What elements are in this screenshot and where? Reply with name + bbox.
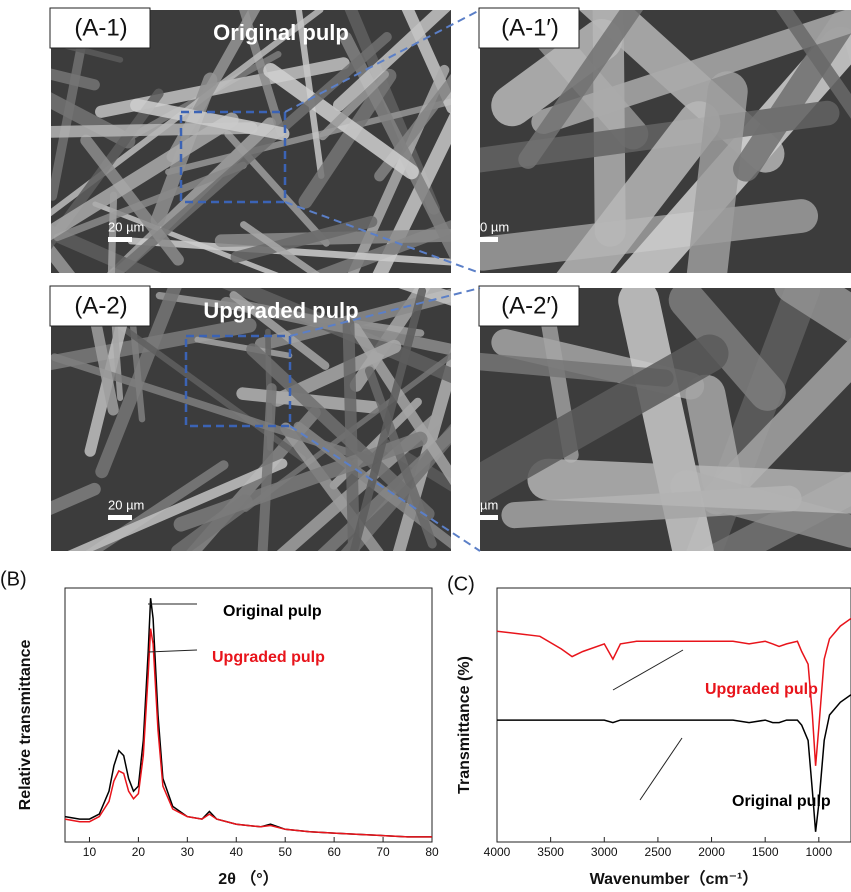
x-axis-label: 2θ （°） [218,870,278,888]
y-axis-label: Relative transmittance [17,640,34,811]
panel-label: (A-1′) [501,14,559,41]
panel-title: Original pulp [213,20,349,45]
scale-bar-label: µm [480,497,498,512]
series-label: Upgraded pulp [212,649,325,666]
figure: (A-1) Original pulp 20 µm (A-1′) 0 µm (A-2) Up… [0,0,851,892]
x-tick-label: 3000 [591,845,618,859]
x-tick-label: 2000 [698,845,725,859]
scale-bar [474,515,498,520]
x-tick-label: 3500 [537,845,564,859]
panel-label: (A-1) [74,14,127,41]
scale-bar-label: 0 µm [480,219,509,234]
series-label: Original pulp [732,793,831,810]
panel-label: (B) [0,568,27,590]
panel-label: (A-2) [74,292,127,319]
x-tick-label: 2500 [645,845,672,859]
scale-bar-label: 20 µm [108,497,144,512]
panel-label: (C) [447,573,475,595]
x-tick-label: 10 [83,845,97,859]
scale-bar [474,237,498,242]
x-tick-label: 70 [376,845,390,859]
series-label: Original pulp [223,603,322,620]
panel-title: Upgraded pulp [203,298,358,323]
x-tick-label: 4000 [484,845,511,859]
y-axis-label: Transmittance (%) [456,656,473,794]
annotation-arrow [640,738,682,800]
x-tick-label: 60 [327,845,341,859]
series-label: Upgraded pulp [705,681,818,698]
scale-bar [108,515,132,520]
fiber [704,91,728,303]
fiber [348,324,356,664]
scale-bar-label: 20 µm [108,219,144,234]
x-tick-label: 40 [230,845,244,859]
fiber [45,128,252,132]
x-tick-label: 1000 [805,845,832,859]
x-tick-label: 30 [181,845,195,859]
panel-label: (A-2′) [501,292,559,319]
plot-frame [65,588,432,842]
x-tick-label: 1500 [752,845,779,859]
fiber [548,479,851,494]
series-line [65,598,432,837]
annotation-arrow [613,650,683,690]
x-tick-label: 20 [132,845,146,859]
x-axis-label: Wavenumber（cm⁻¹） [590,870,759,888]
x-tick-label: 50 [279,845,293,859]
series-line [497,695,851,832]
x-tick-label: 80 [425,845,439,859]
scale-bar [108,237,132,242]
